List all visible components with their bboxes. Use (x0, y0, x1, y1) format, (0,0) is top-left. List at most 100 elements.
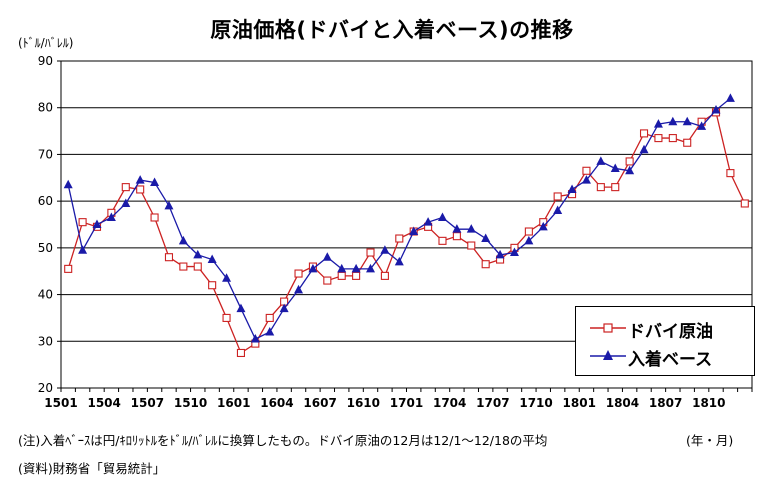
data-point-landed (423, 217, 433, 226)
data-point-dubai (121, 183, 130, 192)
data-point-landed (653, 119, 663, 128)
x-tick-label: 1801 (563, 396, 596, 410)
data-point-landed (121, 198, 131, 207)
data-point-dubai (524, 227, 533, 236)
data-point-landed (509, 247, 519, 257)
data-point-dubai (553, 192, 562, 201)
data-point-landed (437, 212, 447, 221)
x-tick-label: 1507 (131, 396, 164, 410)
data-point-landed (337, 263, 347, 273)
data-point-dubai (366, 248, 375, 257)
legend-label-landed: 入着ベース (628, 350, 713, 370)
data-point-landed (351, 263, 361, 273)
data-point-dubai (337, 271, 346, 280)
data-point-dubai (452, 232, 461, 241)
data-point-landed (106, 212, 116, 221)
data-point-dubai (683, 138, 692, 147)
data-point-landed (567, 184, 577, 193)
legend-item-dubai: ドバイ原油 (576, 315, 754, 342)
data-point-landed (697, 121, 707, 130)
data-point-dubai (323, 276, 332, 285)
data-point-dubai (625, 157, 634, 166)
data-point-landed (553, 205, 563, 214)
data-point-landed (178, 235, 188, 245)
data-point-landed (150, 177, 160, 186)
y-tick-label: 70 (38, 147, 53, 161)
source-note: (資料)財務省「貿易統計」 (18, 461, 166, 476)
y-tick-label: 50 (38, 241, 53, 255)
data-point-dubai (64, 264, 73, 273)
legend-marker-square-icon (590, 323, 626, 333)
data-point-landed (63, 179, 73, 189)
y-tick-label: 30 (38, 334, 53, 348)
data-point-landed (207, 254, 217, 264)
data-point-dubai (136, 185, 145, 194)
data-point-dubai (467, 241, 476, 250)
data-point-dubai (481, 260, 490, 269)
legend: ドバイ原油 入着ベース (575, 306, 755, 376)
data-point-landed (668, 116, 678, 126)
data-point-landed (409, 226, 419, 236)
data-point-dubai (78, 218, 87, 227)
x-tick-label: 1707 (476, 396, 509, 410)
data-point-dubai (740, 199, 749, 208)
data-point-landed (581, 175, 591, 184)
data-point-landed (222, 273, 232, 282)
data-point-landed (639, 144, 649, 154)
data-point-landed (265, 326, 275, 336)
x-axis-unit: (年・月) (686, 433, 734, 448)
x-tick-label: 1610 (347, 396, 380, 410)
y-axis-unit: (ﾄﾞﾙ/ﾊﾞﾚﾙ) (18, 36, 74, 50)
data-point-dubai (164, 253, 174, 262)
data-point-landed (308, 263, 318, 273)
y-tick-label: 90 (38, 54, 53, 68)
data-point-landed (452, 224, 462, 233)
data-point-landed (193, 249, 203, 259)
data-point-landed (495, 249, 505, 259)
data-point-dubai (222, 313, 231, 322)
data-point-landed (279, 303, 289, 313)
x-tick-label: 1510 (174, 396, 207, 410)
data-point-landed (92, 219, 102, 228)
series-landed-basis (63, 93, 735, 343)
data-point-dubai (611, 183, 620, 192)
data-point-landed (236, 303, 246, 313)
data-point-landed (380, 245, 390, 254)
data-point-dubai (265, 313, 274, 322)
data-point-dubai (668, 134, 677, 143)
data-point-landed (250, 333, 260, 343)
x-tick-label: 1704 (433, 396, 466, 410)
y-axis-ticks: 20 30 40 50 60 70 80 90 (38, 54, 61, 395)
data-point-dubai (395, 234, 404, 243)
y-tick-label: 60 (38, 194, 53, 208)
x-tick-label: 1504 (87, 396, 120, 410)
data-point-landed (524, 235, 534, 245)
data-point-landed (135, 175, 145, 184)
data-point-landed (466, 224, 476, 233)
data-point-dubai (193, 262, 202, 271)
x-tick-label: 1710 (519, 396, 552, 410)
data-point-landed (610, 163, 620, 172)
data-point-dubai (352, 271, 361, 280)
data-point-landed (711, 105, 721, 114)
legend-label-dubai: ドバイ原油 (628, 322, 713, 342)
y-tick-label: 40 (38, 288, 53, 302)
data-point-dubai (438, 236, 447, 245)
data-point-landed (625, 165, 635, 175)
data-point-dubai (639, 129, 649, 138)
x-tick-label: 1807 (649, 396, 682, 410)
y-tick-label: 20 (38, 381, 53, 395)
data-point-landed (366, 263, 376, 273)
x-tick-label: 1804 (606, 396, 639, 410)
x-tick-label: 1601 (217, 396, 250, 410)
data-point-landed (481, 233, 491, 243)
legend-item-landed: 入着ベース (576, 343, 754, 370)
x-tick-label: 1604 (260, 396, 293, 410)
x-axis-ticks: 1501 1504 1507 1510 1601 1604 1607 1610 1701 1704… (44, 388, 753, 410)
data-point-dubai (726, 169, 735, 178)
data-point-dubai (380, 271, 389, 280)
x-tick-label: 1607 (303, 396, 336, 410)
data-point-dubai (150, 213, 159, 222)
data-point-landed (294, 284, 304, 294)
